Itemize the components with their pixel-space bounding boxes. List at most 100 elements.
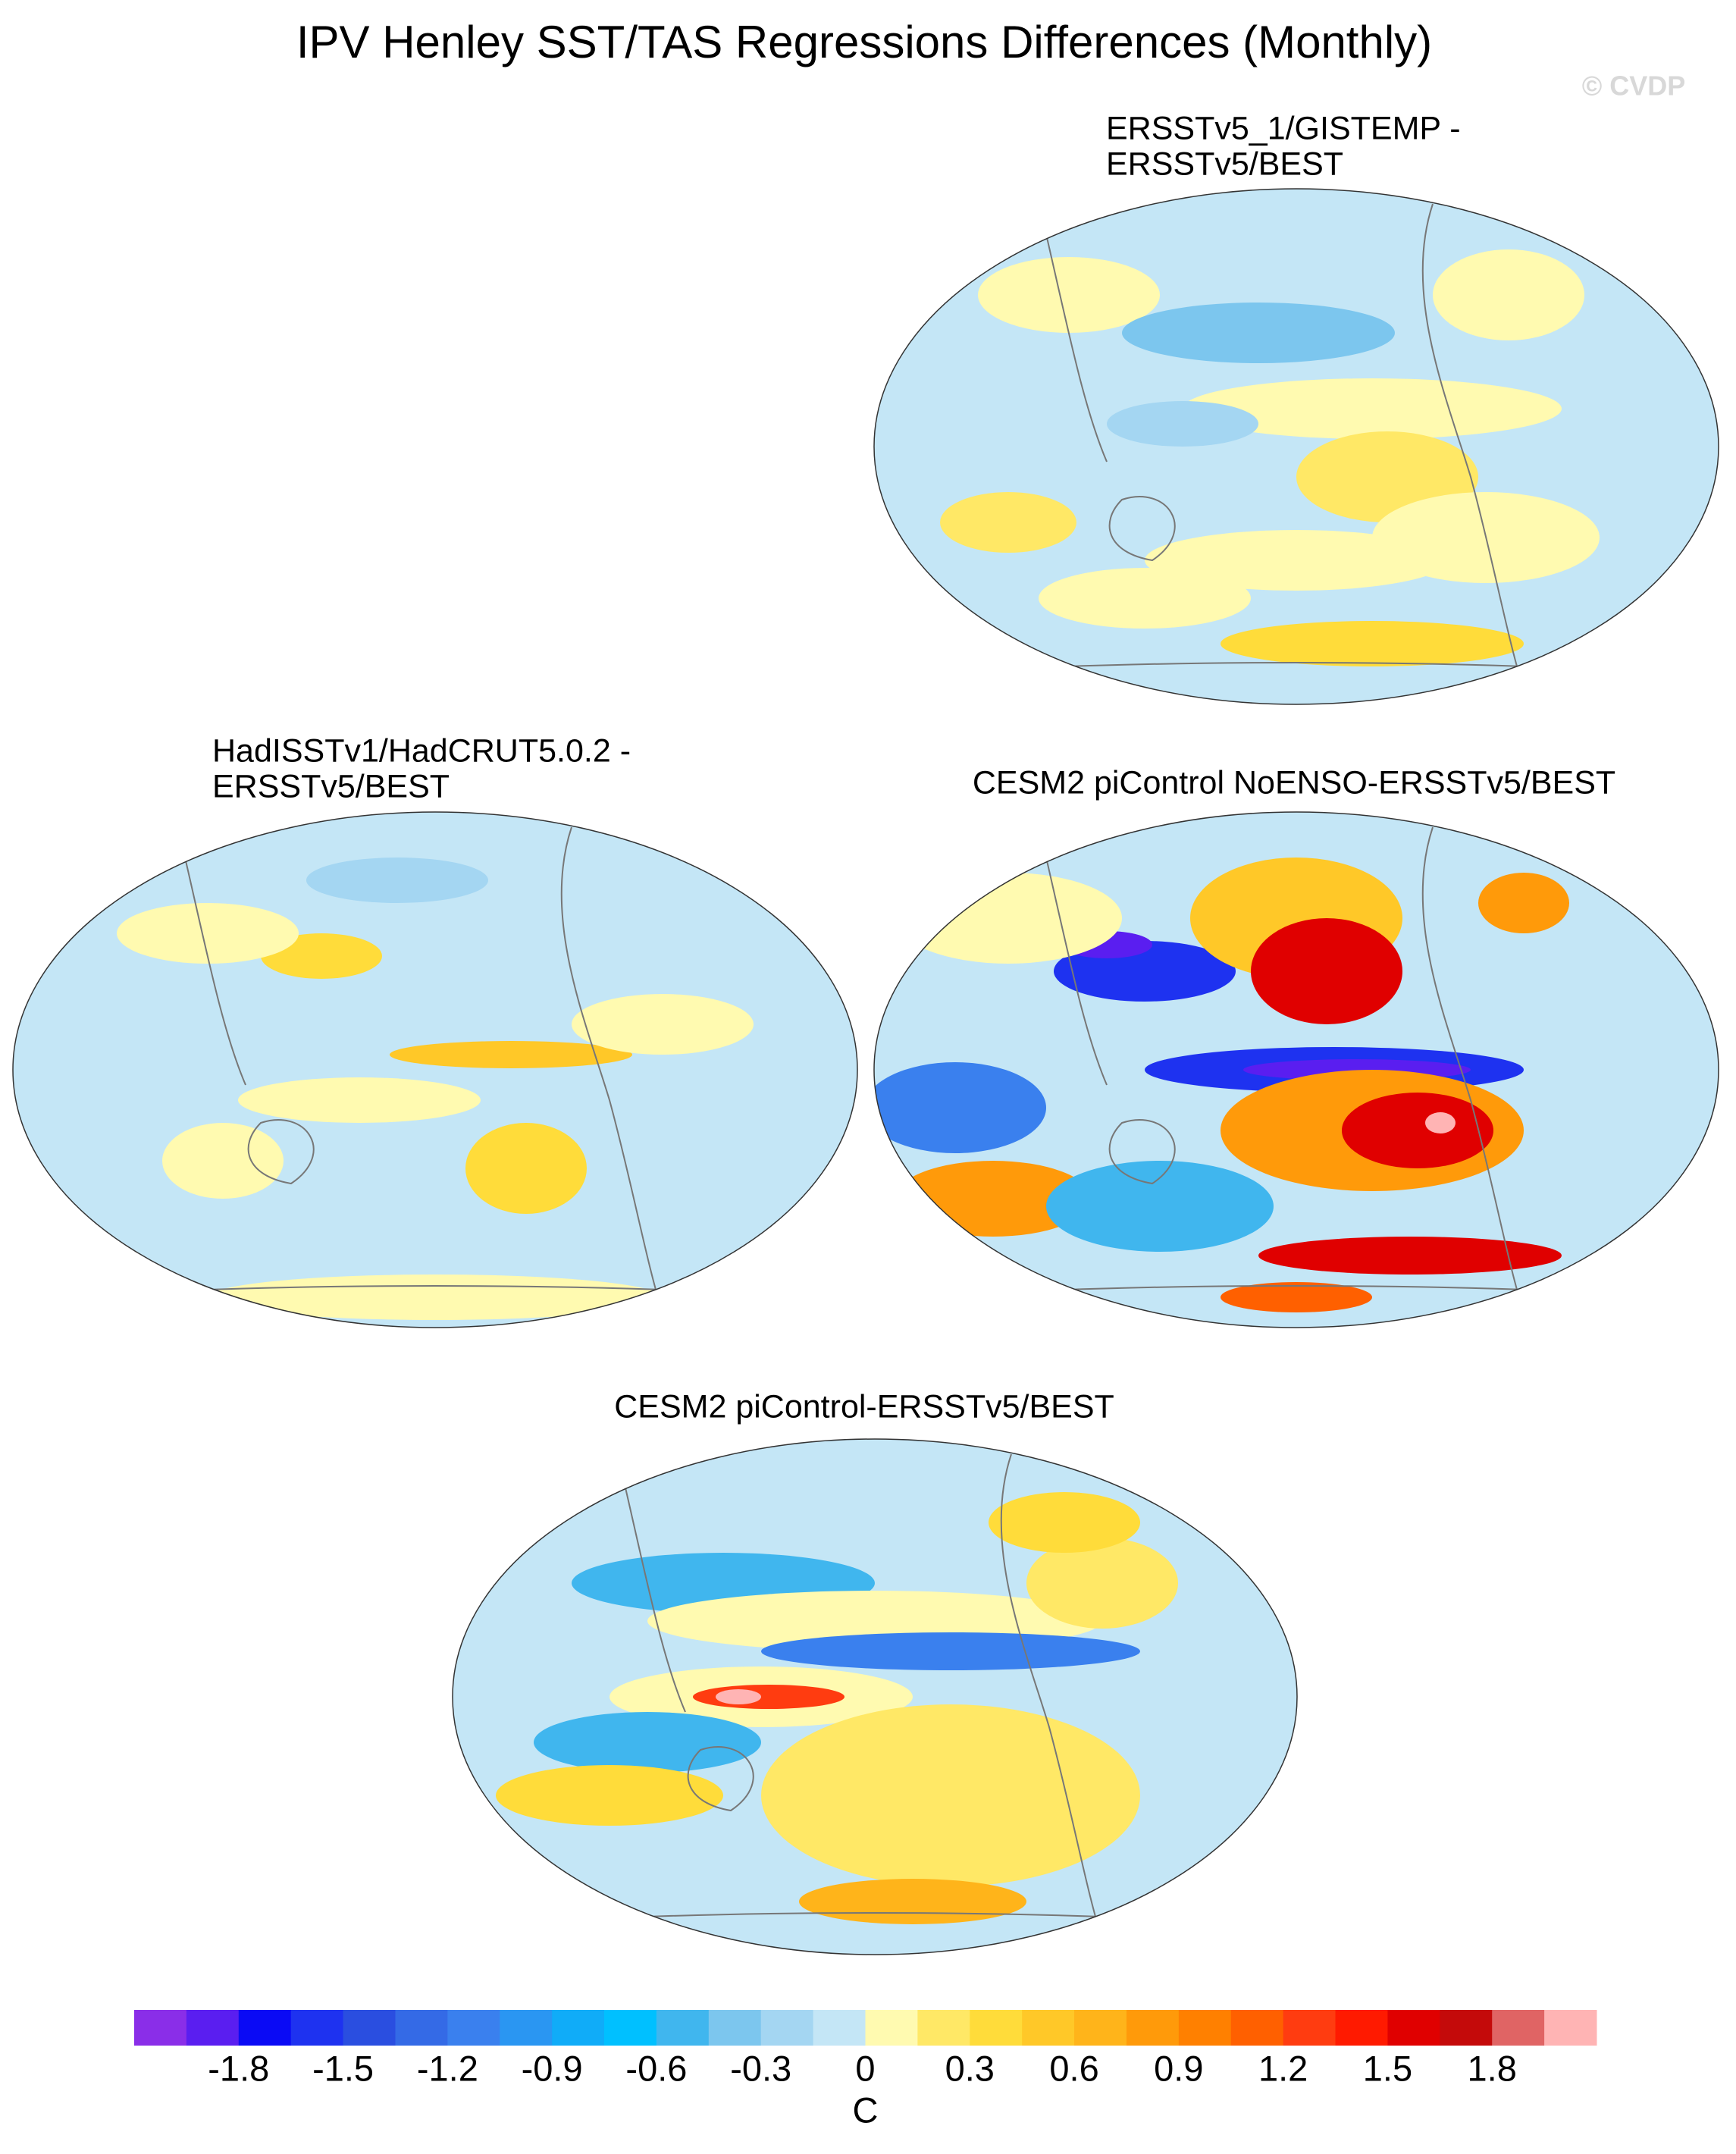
panel-title: ERSSTv5/BEST	[212, 768, 450, 804]
map-contour	[874, 1062, 1046, 1153]
colorbar-box	[970, 2010, 1023, 2046]
map-contour	[895, 873, 1122, 964]
map-contour	[208, 1275, 663, 1320]
coastline	[1045, 857, 1176, 1185]
coastline	[624, 1484, 754, 1812]
figure-title: IPV Henley SST/TAS Regressions Differenc…	[296, 17, 1432, 67]
map-contour	[1342, 1093, 1493, 1168]
colorbar-box	[1126, 2010, 1180, 2046]
coastline	[560, 826, 663, 1313]
map-field	[874, 812, 1719, 1328]
map-contour	[1433, 249, 1584, 340]
colorbar-box	[1492, 2010, 1545, 2046]
map-contour	[989, 1492, 1140, 1553]
colorbar-box	[500, 2010, 553, 2046]
coastline	[1421, 826, 1524, 1313]
map-contour	[465, 1123, 587, 1214]
coastline	[1421, 203, 1524, 690]
colorbar-tick-label: 1.5	[1363, 2048, 1412, 2088]
colorbar-box	[1230, 2010, 1284, 2046]
colorbar-box	[1283, 2010, 1336, 2046]
map-contour	[1026, 1538, 1178, 1629]
map-contour	[1221, 621, 1524, 666]
map-contour	[978, 257, 1160, 333]
map-contour	[1039, 568, 1251, 629]
map-contour	[716, 1689, 761, 1704]
colorbar-box	[1440, 2010, 1493, 2046]
colorbar-box	[447, 2010, 500, 2046]
colorbar-box	[552, 2010, 605, 2046]
map-contour	[761, 1632, 1140, 1670]
map-border	[12, 811, 858, 1328]
colorbar-box	[395, 2010, 448, 2046]
map-contour	[1251, 918, 1402, 1024]
map-contour	[572, 994, 754, 1055]
map-contour	[761, 1704, 1140, 1886]
colorbar-tick-label: -1.8	[208, 2048, 269, 2088]
map-contour	[799, 1879, 1026, 1924]
colorbar-box	[1544, 2010, 1597, 2046]
map-field	[13, 812, 857, 1328]
colorbar-box	[656, 2010, 710, 2046]
watermark: © CVDP	[1582, 71, 1686, 102]
map-contour	[496, 1765, 723, 1826]
map-contour	[1425, 1112, 1456, 1133]
colorbar-box	[1387, 2010, 1440, 2046]
colorbar-box	[186, 2010, 240, 2046]
colorbar-box	[343, 2010, 396, 2046]
colorbar-box	[708, 2010, 762, 2046]
map-border	[873, 811, 1719, 1328]
colorbar-tick-label: 0.3	[945, 2048, 995, 2088]
map-contour	[1221, 1282, 1372, 1312]
colorbar-box	[290, 2010, 344, 2046]
map-contour	[117, 903, 299, 964]
map-contour	[390, 1041, 632, 1068]
colorbar-tick-label: 1.2	[1258, 2048, 1308, 2088]
colorbar-tick-label: 1.8	[1468, 2048, 1517, 2088]
panel-title: ERSSTv5_1/GISTEMP -	[1106, 110, 1461, 146]
panel-title: ERSSTv5/BEST	[1106, 146, 1343, 182]
colorbar-tick-label: -0.3	[730, 2048, 791, 2088]
map-contour	[1046, 1161, 1274, 1252]
map-contour	[1122, 303, 1395, 363]
colorbar-box	[917, 2010, 970, 2046]
map-contour	[1183, 378, 1562, 439]
colorbar-box	[760, 2010, 814, 2046]
colorbar-box	[1074, 2010, 1127, 2046]
colorbar-box	[1335, 2010, 1388, 2046]
colorbar-box	[813, 2010, 866, 2046]
colorbar-tick-label: -0.9	[522, 2048, 583, 2088]
panel-title: CESM2 piControl NoENSO-ERSSTv5/BEST	[973, 764, 1615, 801]
map-field	[453, 1439, 1297, 1955]
map-contour	[1145, 530, 1448, 591]
colorbar-tick-label: -0.6	[625, 2048, 687, 2088]
colorbar-tick-label: -1.2	[417, 2048, 478, 2088]
coastline	[1045, 234, 1176, 562]
colorbar-tick-label: 0	[855, 2048, 875, 2088]
coastline	[184, 857, 315, 1185]
colorbar-tick-label: 0.9	[1154, 2048, 1203, 2088]
colorbar-tick-label: 0.6	[1049, 2048, 1098, 2088]
map-contour	[1258, 1237, 1562, 1275]
map-border	[452, 1438, 1298, 1955]
colorbar-box	[865, 2010, 918, 2046]
colorbar-unit: C	[853, 2090, 879, 2130]
map-contour	[940, 492, 1076, 553]
map-contour	[1107, 401, 1258, 447]
coastline	[1000, 1453, 1103, 1940]
colorbar-box	[1022, 2010, 1075, 2046]
colorbar-box	[238, 2010, 292, 2046]
panel-title: CESM2 piControl-ERSSTv5/BEST	[614, 1388, 1114, 1425]
colorbar-tick-label: -1.5	[312, 2048, 374, 2088]
map-contour	[238, 1077, 481, 1123]
panel-title: HadISSTv1/HadCRUT5.0.2 -	[212, 732, 631, 769]
map-contour	[162, 1123, 284, 1199]
colorbar-box	[1178, 2010, 1232, 2046]
map-contour	[306, 858, 488, 903]
colorbar-box	[134, 2010, 187, 2046]
map-contour	[1478, 873, 1569, 933]
map-border	[873, 188, 1719, 705]
map-field	[874, 189, 1719, 704]
colorbar-box	[604, 2010, 657, 2046]
